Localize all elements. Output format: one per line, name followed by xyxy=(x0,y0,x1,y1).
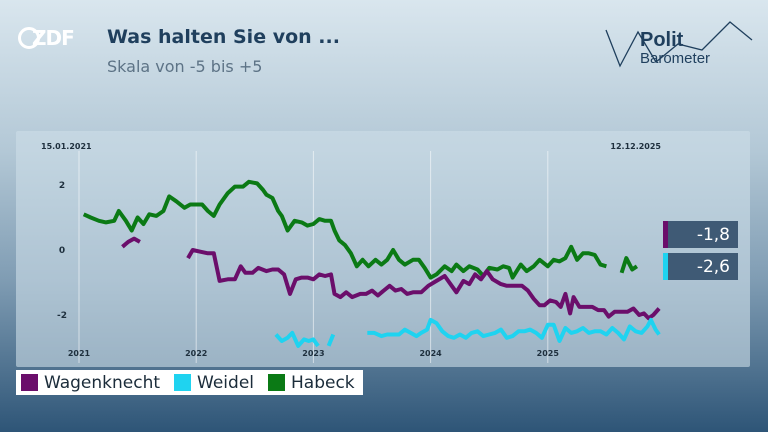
legend-swatch-weidel xyxy=(174,374,192,391)
weidel-value-marker xyxy=(663,253,668,280)
chart-title: Was halten Sie von ... xyxy=(107,26,340,48)
legend-swatch-habeck xyxy=(268,374,285,391)
x-tick-label-2021: 2021 xyxy=(68,349,91,358)
series-line-wagenknecht-0 xyxy=(121,236,141,249)
legend-item-habeck: Habeck xyxy=(268,373,355,393)
x-tick-label-2024: 2024 xyxy=(419,349,442,358)
chart-legend: Wagenknecht Weidel Habeck xyxy=(16,370,363,395)
y-tick-label-2: 2 xyxy=(59,181,65,191)
y-tick-label-0: 0 xyxy=(59,246,65,256)
chart-panel: 15.01.2021 12.12.2025 2 0 -2 2021 2022 2023 2… xyxy=(16,131,750,367)
legend-swatch-wagenknecht xyxy=(21,374,38,391)
zdf-logo: ZDF xyxy=(18,26,75,50)
weidel-value-text: -2,6 xyxy=(696,256,730,277)
politbarometer-logo-line2: Barometer xyxy=(640,50,710,67)
zdf-logo-text: ZDF xyxy=(32,26,75,50)
grid-lines xyxy=(78,151,549,363)
zdf-logo-ring-icon xyxy=(18,27,40,49)
politbarometer-zigzag-icon xyxy=(605,21,753,68)
date-start-label: 15.01.2021 xyxy=(41,142,92,151)
y-tick-label-minus2: -2 xyxy=(57,311,67,321)
line-chart: 15.01.2021 12.12.2025 20-2 2021 2022 2023 2… xyxy=(41,142,661,363)
legend-item-weidel: Weidel xyxy=(174,373,254,393)
wagenknecht-value-text: -1,8 xyxy=(696,224,730,245)
series-lines xyxy=(82,179,661,348)
legend-item-wagenknecht: Wagenknecht xyxy=(21,373,160,393)
politbarometer-logo: Polit Barometer xyxy=(605,21,753,68)
x-tick-label-2022: 2022 xyxy=(185,349,207,358)
latest-value-wagenknecht: -1,8 xyxy=(663,221,738,248)
x-tick-label-2025: 2025 xyxy=(537,349,560,358)
series-line-habeck-0 xyxy=(82,179,607,280)
legend-label-wagenknecht: Wagenknecht xyxy=(44,372,161,393)
x-axis-ticks: 2021 2022 2023 2024 2025 xyxy=(68,349,559,358)
y-axis-ticks: 2 0 -2 xyxy=(57,181,67,321)
series-line-wagenknecht-1 xyxy=(186,248,661,321)
politbarometer-logo-line1: Polit xyxy=(640,29,684,51)
wagenknecht-value-marker xyxy=(663,221,668,248)
legend-label-habeck: Habeck xyxy=(291,372,355,393)
legend-label-weidel: Weidel xyxy=(197,372,254,393)
series-line-weidel-2 xyxy=(367,317,661,343)
series-line-habeck-1 xyxy=(619,256,639,274)
date-end-label: 12.12.2025 xyxy=(610,142,661,151)
x-tick-label-2023: 2023 xyxy=(302,349,324,358)
latest-value-weidel: -2,6 xyxy=(663,253,738,280)
series-line-weidel-0 xyxy=(274,330,320,348)
chart-subtitle: Skala von -5 bis +5 xyxy=(107,57,263,76)
series-line-weidel-1 xyxy=(326,333,336,347)
